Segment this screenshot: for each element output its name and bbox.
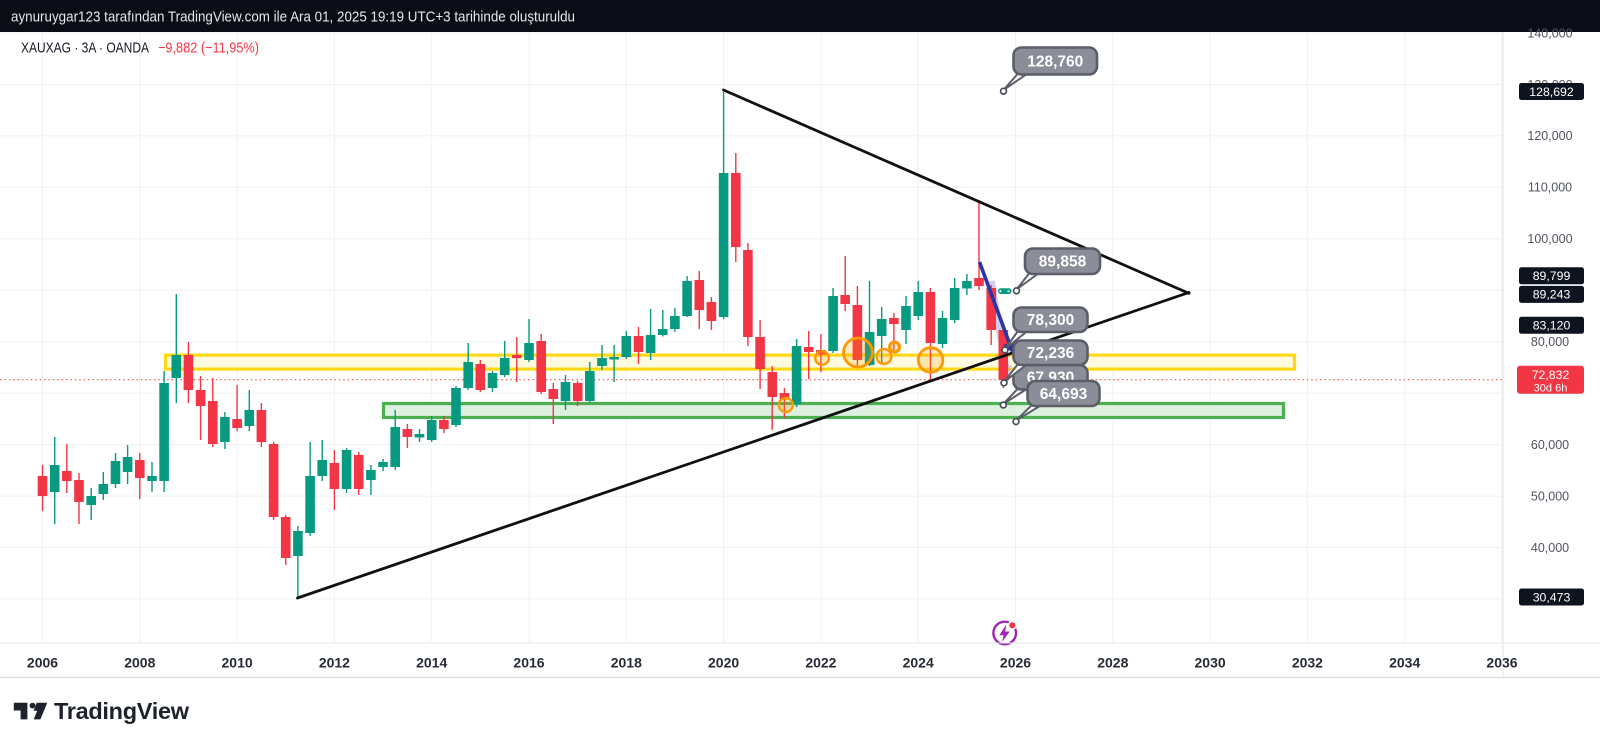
svg-text:aynuruygar123 tarafından Tradi: aynuruygar123 tarafından TradingView.com… xyxy=(11,10,575,26)
svg-text:30,473: 30,473 xyxy=(1533,590,1571,604)
svg-text:110,000: 110,000 xyxy=(1528,181,1572,195)
svg-text:128,692: 128,692 xyxy=(1529,85,1574,99)
svg-text:2020: 2020 xyxy=(708,655,739,671)
svg-text:100,000: 100,000 xyxy=(1527,232,1572,246)
svg-text:50,000: 50,000 xyxy=(1531,489,1569,503)
svg-text:−9,882 (−11,95%): −9,882 (−11,95%) xyxy=(158,41,259,57)
svg-text:80,000: 80,000 xyxy=(1531,335,1569,349)
svg-text:2012: 2012 xyxy=(319,655,350,671)
svg-text:60,000: 60,000 xyxy=(1531,438,1569,452)
svg-text:2034: 2034 xyxy=(1389,655,1420,671)
svg-text:89,243: 89,243 xyxy=(1533,288,1571,302)
svg-text:30d 6h: 30d 6h xyxy=(1534,382,1568,394)
svg-text:XAUXAG · 3A · OANDA: XAUXAG · 3A · OANDA xyxy=(21,41,149,57)
svg-text:89,858: 89,858 xyxy=(1039,254,1087,271)
svg-text:2008: 2008 xyxy=(124,655,155,671)
svg-text:2022: 2022 xyxy=(805,655,836,671)
svg-text:2016: 2016 xyxy=(513,655,544,671)
svg-text:2014: 2014 xyxy=(416,655,447,671)
svg-text:128,760: 128,760 xyxy=(1027,53,1083,70)
svg-text:2026: 2026 xyxy=(1000,655,1031,671)
svg-text:89,799: 89,799 xyxy=(1533,269,1571,283)
svg-text:2032: 2032 xyxy=(1292,655,1323,671)
svg-text:72,236: 72,236 xyxy=(1027,345,1075,362)
svg-text:140,000: 140,000 xyxy=(1527,26,1572,40)
svg-text:2024: 2024 xyxy=(903,655,934,671)
svg-text:2010: 2010 xyxy=(222,655,253,671)
svg-text:83,120: 83,120 xyxy=(1533,319,1571,333)
svg-text:2036: 2036 xyxy=(1486,655,1517,671)
svg-text:2028: 2028 xyxy=(1097,655,1128,671)
svg-text:2006: 2006 xyxy=(27,655,58,671)
svg-text:64,693: 64,693 xyxy=(1040,386,1088,403)
svg-text:120,000: 120,000 xyxy=(1527,129,1572,143)
svg-text:2030: 2030 xyxy=(1195,655,1226,671)
svg-text:72,832: 72,832 xyxy=(1532,368,1570,382)
svg-text:2018: 2018 xyxy=(611,655,642,671)
svg-text:40,000: 40,000 xyxy=(1531,541,1569,555)
svg-text:78,300: 78,300 xyxy=(1027,312,1074,329)
svg-text:TradingView: TradingView xyxy=(54,698,190,724)
